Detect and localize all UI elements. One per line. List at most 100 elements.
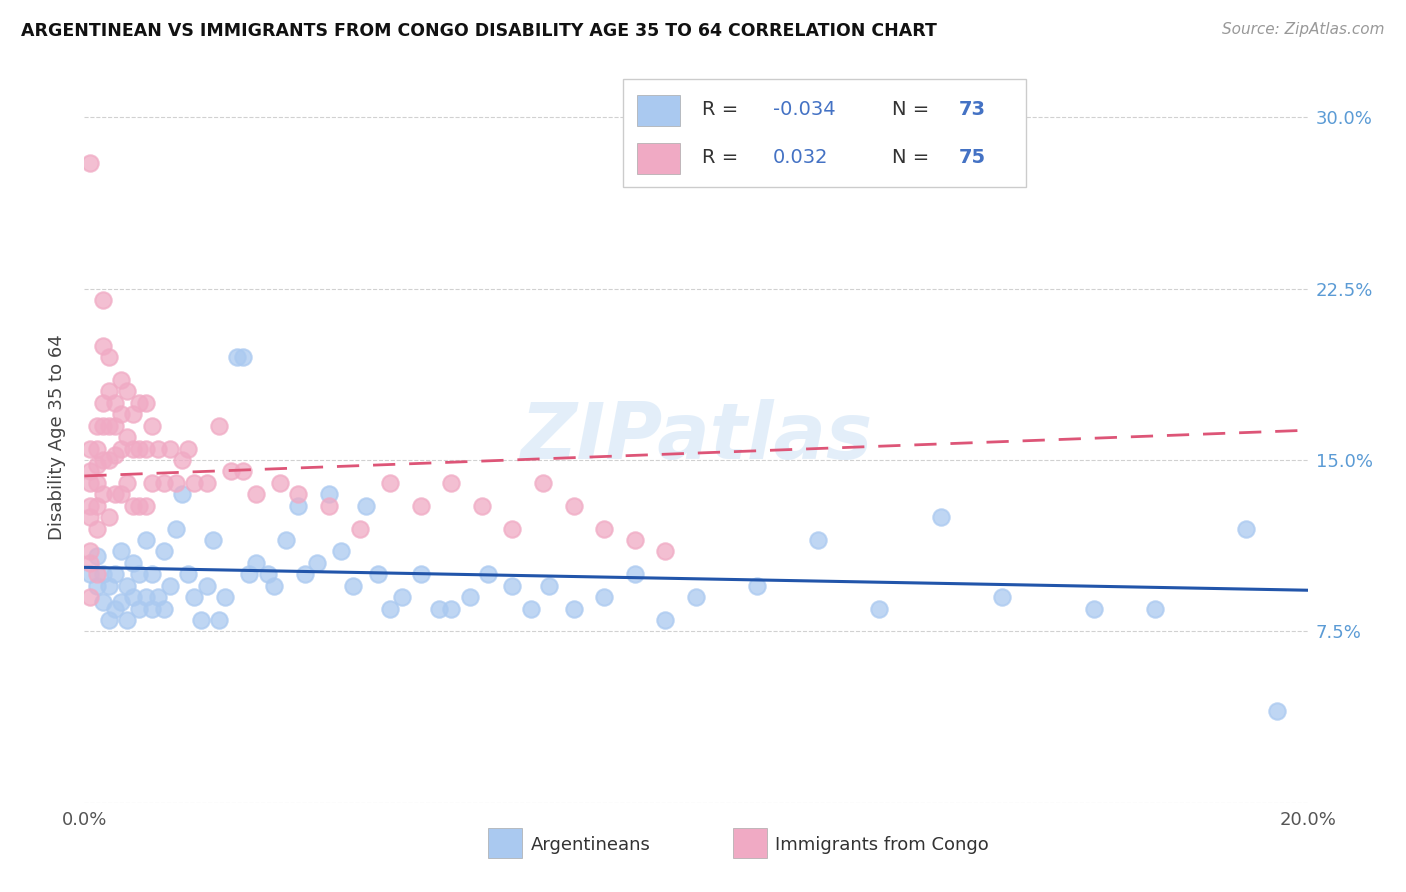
Y-axis label: Disability Age 35 to 64: Disability Age 35 to 64 (48, 334, 66, 540)
Point (115, 475, 138, 490)
Point (263, 579, 285, 593)
Point (562, 499, 585, 513)
Point (354, 499, 377, 513)
Point (110, 373, 132, 387)
Point (86, 418, 108, 433)
Point (97, 453, 120, 467)
Point (122, 556, 145, 570)
Point (86, 521, 108, 535)
Point (440, 601, 463, 615)
Point (232, 350, 254, 364)
Point (654, 544, 676, 558)
Point (172, 453, 194, 467)
Text: ZIPatlas: ZIPatlas (520, 399, 872, 475)
Point (380, 601, 402, 615)
Point (91, 567, 114, 582)
Point (122, 499, 145, 513)
Point (477, 567, 499, 582)
Point (79, 499, 101, 513)
Bar (488, 829, 522, 858)
Point (520, 601, 543, 615)
Point (135, 442, 157, 456)
Point (110, 407, 132, 421)
Point (135, 533, 157, 547)
Point (97, 510, 120, 524)
Text: 73: 73 (959, 100, 986, 119)
Point (110, 442, 132, 456)
Point (91, 293, 114, 307)
Point (367, 567, 389, 582)
Point (380, 475, 402, 490)
Point (177, 442, 200, 456)
Point (153, 601, 176, 615)
Point (427, 601, 450, 615)
Point (208, 613, 231, 627)
Text: Argentineans: Argentineans (531, 836, 651, 855)
Point (110, 487, 132, 501)
Point (91, 595, 114, 609)
Point (86, 579, 108, 593)
Text: -0.034: -0.034 (773, 100, 835, 119)
FancyBboxPatch shape (623, 78, 1026, 187)
Point (141, 475, 163, 490)
Point (1265, 705, 1288, 719)
Point (97, 613, 120, 627)
Point (153, 475, 176, 490)
Point (104, 418, 127, 433)
Point (128, 499, 150, 513)
Point (183, 590, 205, 604)
Point (226, 350, 249, 364)
Point (1083, 601, 1105, 615)
Text: ARGENTINEAN VS IMMIGRANTS FROM CONGO DISABILITY AGE 35 TO 64 CORRELATION CHART: ARGENTINEAN VS IMMIGRANTS FROM CONGO DIS… (21, 22, 936, 40)
Bar (637, 143, 681, 174)
Point (531, 475, 554, 490)
Point (318, 499, 340, 513)
Text: 75: 75 (959, 148, 986, 167)
Point (79, 544, 101, 558)
Point (110, 544, 132, 558)
Point (593, 521, 616, 535)
Point (349, 521, 371, 535)
Point (929, 510, 952, 524)
Point (269, 475, 291, 490)
Point (165, 475, 187, 490)
Point (165, 521, 187, 535)
Bar (637, 95, 681, 126)
Point (685, 590, 707, 604)
Point (135, 499, 157, 513)
Point (245, 556, 267, 570)
Point (654, 613, 676, 627)
Point (79, 464, 101, 478)
Point (287, 499, 309, 513)
Point (201, 533, 224, 547)
Text: Immigrants from Congo: Immigrants from Congo (776, 836, 990, 855)
Point (159, 442, 181, 456)
Point (115, 430, 138, 444)
Point (245, 487, 267, 501)
Point (128, 567, 150, 582)
Point (115, 384, 138, 399)
Point (146, 442, 169, 456)
Point (195, 475, 218, 490)
Point (502, 579, 524, 593)
Point (1236, 521, 1258, 535)
Point (232, 464, 254, 478)
Point (991, 590, 1014, 604)
Point (342, 579, 364, 593)
Point (91, 487, 114, 501)
Point (159, 579, 181, 593)
Point (122, 442, 145, 456)
Point (471, 499, 494, 513)
Point (104, 567, 127, 582)
Point (104, 396, 127, 410)
Point (79, 590, 101, 604)
Point (214, 590, 236, 604)
Point (79, 475, 101, 490)
Point (86, 499, 108, 513)
Point (79, 567, 101, 582)
Point (257, 567, 280, 582)
Point (86, 549, 108, 563)
Point (183, 475, 205, 490)
Point (276, 533, 298, 547)
Text: 0.032: 0.032 (773, 148, 828, 167)
